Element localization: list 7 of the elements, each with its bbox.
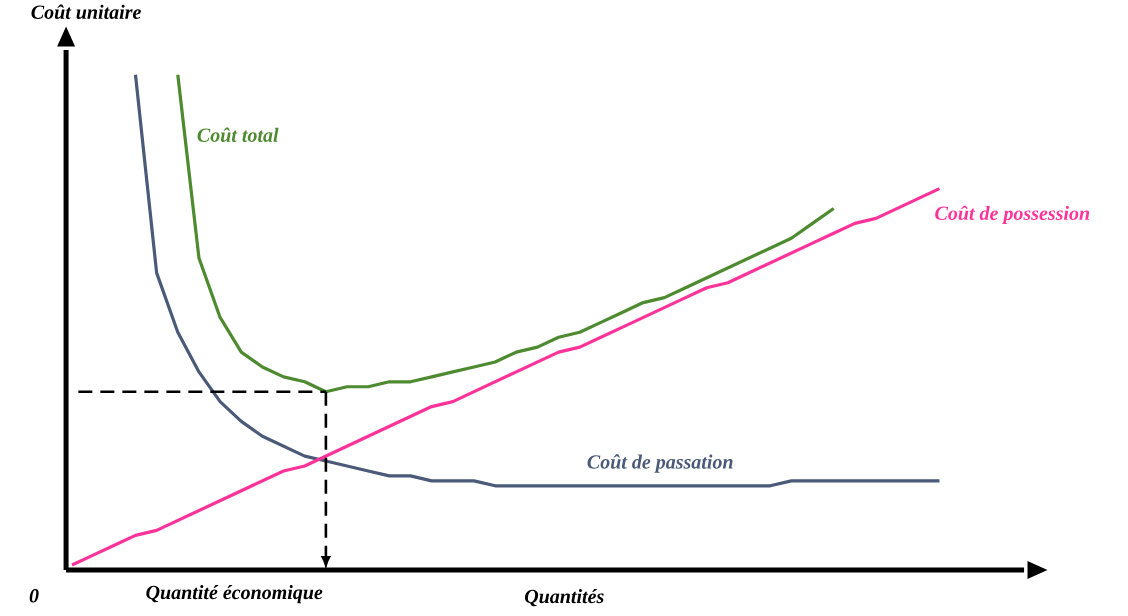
y-axis-title: Coût unitaire [31,4,141,19]
text: 0 [29,589,39,603]
series-label: Coût total [197,127,279,142]
text: Quantité économique [146,585,323,604]
series-label: Coût de possession [935,205,1090,225]
x-axis-title: Quantités [524,589,604,607]
series-label: Coût de passation [587,454,733,473]
